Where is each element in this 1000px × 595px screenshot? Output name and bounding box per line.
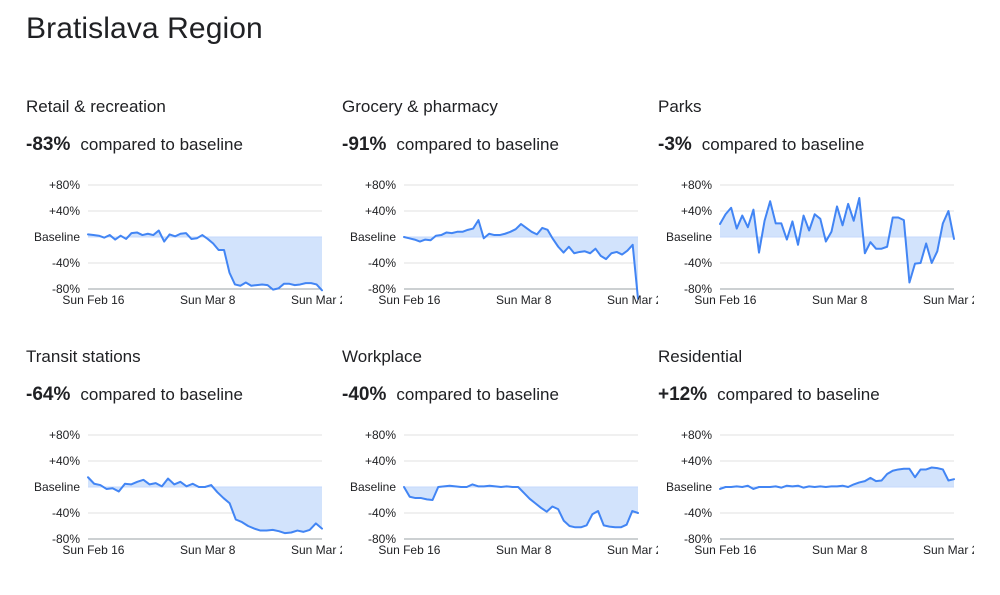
x-tick-label: Sun Feb 16 (62, 543, 124, 557)
headline-caption: compared to baseline (717, 385, 880, 404)
line-chart: +80% +40% Baseline -40% -80%Sun Feb 16 Sun Ma… (666, 428, 974, 557)
y-tick-label: +40% (365, 454, 396, 468)
y-tick-label: +40% (681, 454, 712, 468)
chart-card: Transit stations -64% compared to baseline… (26, 347, 342, 577)
y-tick-label: -80% (52, 532, 80, 546)
area-fill (720, 198, 954, 283)
line-chart: +80% +40% Baseline -40% -80%Sun Feb 16 Sun Ma… (34, 428, 342, 557)
headline-caption: compared to baseline (80, 135, 243, 154)
y-tick-label: Baseline (34, 480, 80, 494)
headline-percent: -64% (26, 384, 71, 405)
chart-card: Parks -3% compared to baseline +80% +40% Base… (658, 97, 974, 327)
area-fill (720, 467, 954, 489)
x-tick-label: Sun Mar 8 (496, 543, 552, 557)
chart-title: Retail & recreation (26, 97, 166, 116)
headline-caption: compared to baseline (396, 135, 559, 154)
headline-percent: -40% (342, 384, 387, 405)
headline-percent: -91% (342, 134, 387, 155)
y-tick-label: -40% (368, 256, 396, 270)
headline-caption: compared to baseline (396, 385, 559, 404)
y-tick-label: +80% (681, 428, 712, 442)
headline-percent: +12% (658, 384, 708, 405)
line-chart: +80% +40% Baseline -40% -80%Sun Feb 16 Sun Ma… (34, 178, 342, 307)
y-tick-label: +40% (681, 204, 712, 218)
chart-title: Grocery & pharmacy (342, 97, 498, 116)
y-tick-label: +80% (681, 178, 712, 192)
x-tick-label: Sun Feb 16 (378, 293, 440, 307)
x-tick-label: Sun Feb 16 (62, 293, 124, 307)
headline: -40% compared to baseline (342, 384, 559, 406)
y-tick-label: -80% (684, 282, 712, 296)
y-tick-label: -40% (684, 256, 712, 270)
series-line (719, 197, 955, 284)
y-tick-label: -80% (368, 282, 396, 296)
headline-caption: compared to baseline (701, 135, 865, 154)
headline-percent: -83% (26, 134, 71, 155)
x-tick-label: Sun Feb 16 (694, 293, 756, 307)
headline-caption: compared to baseline (80, 385, 243, 404)
x-tick-label: Sun Mar 8 (180, 293, 236, 307)
y-tick-label: Baseline (666, 230, 712, 244)
y-tick-label: +80% (365, 428, 396, 442)
chart-card: Retail & recreation -83% compared to basel… (26, 97, 342, 327)
chart-card: Workplace -40% compared to baseline +80% +40… (342, 347, 658, 577)
y-tick-label: -40% (684, 506, 712, 520)
chart-title: Workplace (342, 347, 422, 366)
headline: +12% compared to baseline (658, 384, 880, 406)
y-tick-label: Baseline (34, 230, 80, 244)
series-line (87, 229, 323, 292)
chart-card: Residential +12% compared to baseline +80% +… (658, 347, 974, 577)
x-tick-label: Sun Mar 8 (496, 293, 552, 307)
line-chart: +80% +40% Baseline -40% -80%Sun Feb 16 Sun Ma… (350, 178, 658, 307)
y-tick-label: -40% (52, 256, 80, 270)
y-tick-label: Baseline (666, 480, 712, 494)
area-fill (404, 220, 638, 299)
y-tick-label: -40% (368, 506, 396, 520)
x-tick-label: Sun Mar 29 (291, 543, 342, 557)
area-fill (88, 230, 322, 291)
chart-title: Transit stations (26, 347, 141, 366)
x-tick-label: Sun Mar 29 (923, 293, 974, 307)
series-line (403, 483, 639, 529)
area-fill (404, 484, 638, 528)
y-tick-label: -80% (684, 532, 712, 546)
x-tick-label: Sun Mar 29 (923, 543, 974, 557)
x-tick-label: Sun Mar 8 (812, 543, 868, 557)
y-tick-label: -80% (368, 532, 396, 546)
area-fill (88, 477, 322, 534)
y-tick-label: -80% (52, 282, 80, 296)
x-tick-label: Sun Mar 29 (607, 293, 658, 307)
y-tick-label: +40% (365, 204, 396, 218)
page-title: Bratislava Region (26, 12, 263, 45)
y-tick-label: Baseline (350, 230, 396, 244)
headline: -91% compared to baseline (342, 134, 559, 156)
headline: -3% compared to baseline (658, 134, 864, 156)
y-tick-label: +40% (49, 204, 80, 218)
x-tick-label: Sun Feb 16 (694, 543, 756, 557)
headline: -64% compared to baseline (26, 384, 243, 406)
series-line (403, 219, 639, 300)
x-tick-label: Sun Mar 29 (291, 293, 342, 307)
chart-card: Grocery & pharmacy -91% compared to baseli… (342, 97, 658, 327)
headline: -83% compared to baseline (26, 134, 243, 156)
y-tick-label: +80% (49, 178, 80, 192)
y-tick-label: -40% (52, 506, 80, 520)
x-tick-label: Sun Mar 8 (180, 543, 236, 557)
y-tick-label: +80% (365, 178, 396, 192)
y-tick-label: +40% (49, 454, 80, 468)
series-line (719, 466, 955, 490)
y-tick-label: Baseline (350, 480, 396, 494)
line-chart: +80% +40% Baseline -40% -80%Sun Feb 16 Sun Ma… (666, 178, 974, 307)
line-chart: +80% +40% Baseline -40% -80%Sun Feb 16 Sun Ma… (350, 428, 658, 557)
x-tick-label: Sun Mar 8 (812, 293, 868, 307)
x-tick-label: Sun Feb 16 (378, 543, 440, 557)
series-line (87, 476, 323, 535)
headline-percent: -3% (658, 134, 692, 155)
chart-title: Residential (658, 347, 743, 366)
y-tick-label: +80% (49, 428, 80, 442)
chart-title: Parks (658, 97, 702, 116)
x-tick-label: Sun Mar 29 (607, 543, 658, 557)
